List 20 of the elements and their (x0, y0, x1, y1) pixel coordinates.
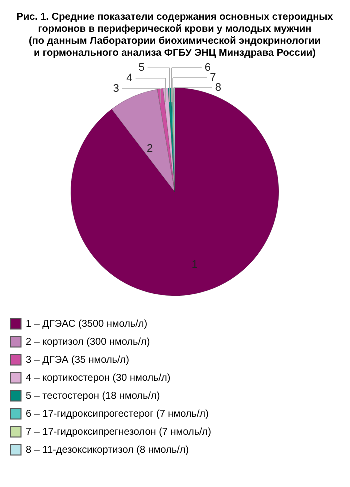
legend-label: 7 – 17-гидроксипрегнезолон (7 нмоль/л) (26, 427, 212, 438)
text: гормонов в периферической крови у молодых мужчин (38, 24, 312, 36)
legend-label: 8 – 11-дезоксикортизол (8 нмоль/л) (26, 445, 190, 456)
text: (по данным Лаборатории биохимической эндокринологии (29, 36, 321, 48)
legend-label: 1 – ДГЭАС (3500 нмоль/л) (26, 319, 148, 330)
text: 4 (126, 72, 133, 84)
legend-label: 6 – 17-гидроксипрогестерог (7 нмоль/л) (26, 409, 209, 420)
text: 3 (113, 83, 120, 96)
legend-label: 3 – ДГЭА (35 нмоль/л) (26, 355, 130, 366)
legend-label: 2 – кортизол (300 нмоль/л) (26, 337, 150, 348)
legend-label: 4 – кортикостерон (30 нмоль/л) (26, 373, 171, 384)
legend-label: 5 – тестостерон (18 нмоль/л) (26, 391, 160, 402)
text: 2 (147, 142, 154, 155)
text: 8 (215, 82, 222, 94)
text: 5 (138, 62, 145, 74)
text: 1 (192, 259, 198, 272)
text: и гормонального анализа ФГБУ ЭНЦ Минздрава России) (34, 48, 316, 60)
text: 7 (210, 72, 216, 84)
text: 6 (204, 62, 212, 74)
text: Рис. 1. Средние показатели содержания основных стероидных (16, 12, 334, 24)
